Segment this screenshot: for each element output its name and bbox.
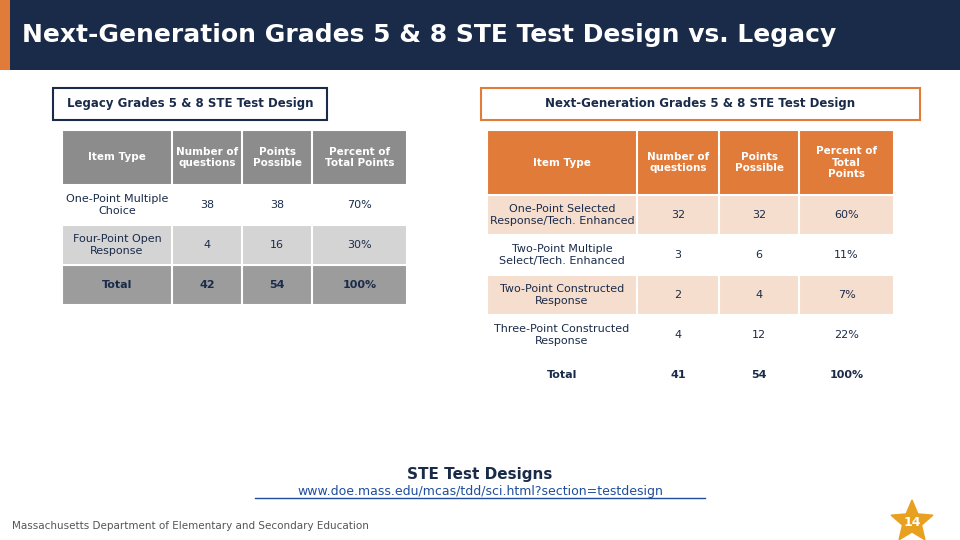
Text: 70%: 70% — [348, 200, 372, 210]
FancyBboxPatch shape — [481, 88, 920, 120]
Text: 100%: 100% — [829, 370, 864, 380]
Text: Legacy Grades 5 & 8 STE Test Design: Legacy Grades 5 & 8 STE Test Design — [67, 98, 313, 111]
Text: 54: 54 — [752, 370, 767, 380]
Text: 7%: 7% — [838, 290, 855, 300]
Text: Percent of
Total Points: Percent of Total Points — [324, 147, 395, 168]
Text: 22%: 22% — [834, 330, 859, 340]
Polygon shape — [891, 500, 933, 540]
Text: 30%: 30% — [348, 240, 372, 250]
Text: Two-Point Constructed
Response: Two-Point Constructed Response — [500, 284, 624, 306]
Text: Massachusetts Department of Elementary and Secondary Education: Massachusetts Department of Elementary a… — [12, 521, 369, 531]
Text: 6: 6 — [756, 250, 762, 260]
Text: 38: 38 — [200, 200, 214, 210]
Text: 4: 4 — [675, 330, 682, 340]
FancyBboxPatch shape — [62, 225, 407, 265]
FancyBboxPatch shape — [487, 315, 894, 355]
Text: Points
Possible: Points Possible — [252, 147, 301, 168]
Text: Total: Total — [102, 280, 132, 290]
Text: One-Point Selected
Response/Tech. Enhanced: One-Point Selected Response/Tech. Enhanc… — [490, 204, 635, 226]
Text: 11%: 11% — [834, 250, 859, 260]
Text: Two-Point Multiple
Select/Tech. Enhanced: Two-Point Multiple Select/Tech. Enhanced — [499, 244, 625, 266]
FancyBboxPatch shape — [62, 130, 407, 185]
FancyBboxPatch shape — [487, 130, 894, 195]
FancyBboxPatch shape — [487, 275, 894, 315]
Text: www.doe.mass.edu/mcas/tdd/sci.html?section=testdesign: www.doe.mass.edu/mcas/tdd/sci.html?secti… — [297, 485, 663, 498]
Text: Total: Total — [547, 370, 577, 380]
Text: 42: 42 — [199, 280, 215, 290]
Text: 38: 38 — [270, 200, 284, 210]
Text: 54: 54 — [269, 280, 285, 290]
Text: 4: 4 — [756, 290, 762, 300]
Text: 14: 14 — [903, 516, 921, 529]
Text: Next-Generation Grades 5 & 8 STE Test Design vs. Legacy: Next-Generation Grades 5 & 8 STE Test De… — [22, 23, 836, 47]
Text: One-Point Multiple
Choice: One-Point Multiple Choice — [66, 194, 168, 216]
Text: 41: 41 — [670, 370, 685, 380]
Text: Item Type: Item Type — [533, 158, 591, 167]
Text: 16: 16 — [270, 240, 284, 250]
FancyBboxPatch shape — [62, 265, 407, 305]
Text: 60%: 60% — [834, 210, 859, 220]
Text: Item Type: Item Type — [88, 152, 146, 163]
Text: Three-Point Constructed
Response: Three-Point Constructed Response — [494, 324, 630, 346]
Text: STE Test Designs: STE Test Designs — [407, 468, 553, 483]
FancyBboxPatch shape — [0, 0, 10, 70]
Text: 32: 32 — [752, 210, 766, 220]
FancyBboxPatch shape — [487, 195, 894, 235]
FancyBboxPatch shape — [53, 88, 327, 120]
Text: 2: 2 — [675, 290, 682, 300]
Text: 4: 4 — [204, 240, 210, 250]
FancyBboxPatch shape — [487, 355, 894, 395]
FancyBboxPatch shape — [487, 235, 894, 275]
Text: Number of
questions: Number of questions — [176, 147, 238, 168]
FancyBboxPatch shape — [62, 185, 407, 225]
FancyBboxPatch shape — [0, 0, 960, 70]
Text: Four-Point Open
Response: Four-Point Open Response — [73, 234, 161, 256]
Text: Next-Generation Grades 5 & 8 STE Test Design: Next-Generation Grades 5 & 8 STE Test De… — [545, 98, 855, 111]
Text: Points
Possible: Points Possible — [734, 152, 783, 173]
Text: 3: 3 — [675, 250, 682, 260]
Text: 32: 32 — [671, 210, 685, 220]
Text: Number of
questions: Number of questions — [647, 152, 709, 173]
Text: 12: 12 — [752, 330, 766, 340]
Text: Percent of
Total
Points: Percent of Total Points — [816, 146, 877, 179]
Text: 100%: 100% — [343, 280, 376, 290]
